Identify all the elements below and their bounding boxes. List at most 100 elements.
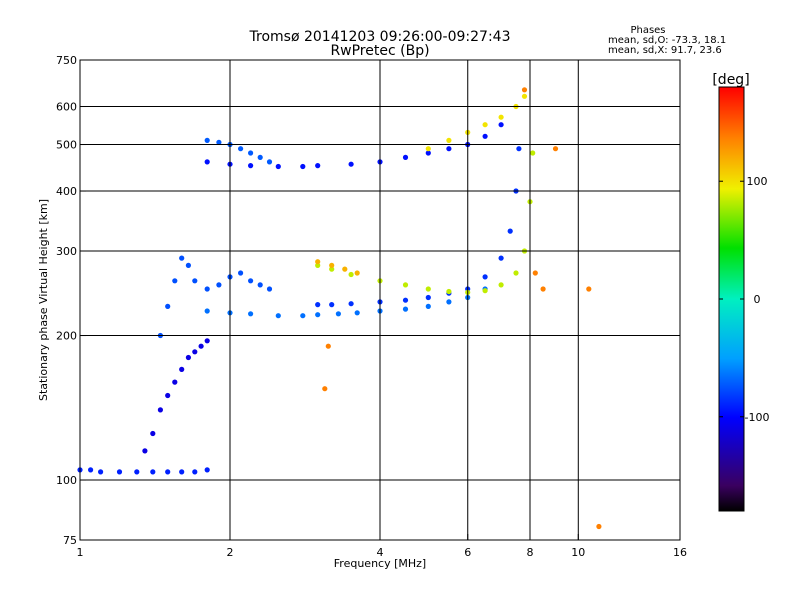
data-point — [348, 161, 354, 167]
data-point — [446, 288, 452, 295]
x-tick-label: 4 — [377, 546, 384, 559]
x-tick-label: 16 — [673, 546, 687, 559]
data-point — [192, 349, 198, 355]
data-point — [596, 523, 602, 530]
data-point — [248, 311, 254, 317]
phases-x-stats: mean, sd,X: 91.7, 23.6 — [608, 45, 722, 56]
data-point — [521, 87, 528, 93]
data-point — [266, 159, 273, 165]
data-point — [498, 122, 504, 128]
data-point — [248, 163, 254, 169]
x-tick-label: 10 — [571, 546, 585, 559]
data-point — [540, 286, 546, 292]
data-point — [482, 274, 488, 280]
data-point — [192, 278, 198, 284]
data-point — [516, 146, 522, 152]
data-point — [425, 146, 431, 152]
data-point — [198, 343, 204, 349]
data-point — [315, 262, 321, 268]
data-point — [482, 133, 488, 139]
data-point — [248, 278, 254, 284]
y-axis-label: Stationary phase Virtual Height [km] — [37, 199, 50, 401]
chart-subtitle: RwPretec (Bp) — [330, 43, 429, 59]
y-ticks-layer: 75 100 200 300 400 500 600 750 — [56, 54, 86, 547]
data-point — [315, 259, 321, 265]
data-point — [446, 146, 452, 152]
y-tick-label: 100 — [56, 474, 77, 487]
data-point — [498, 255, 504, 261]
data-point — [507, 228, 513, 234]
data-point — [142, 448, 148, 454]
data-point — [157, 407, 163, 413]
data-point — [300, 313, 306, 319]
phases-heading: Phases — [630, 25, 665, 36]
data-point — [204, 286, 210, 292]
colorbar-tick-label: -100 — [745, 411, 770, 424]
data-point — [315, 302, 321, 308]
phases-o-stats: mean, sd,O: -73.3, 18.1 — [608, 35, 726, 46]
colorbar — [718, 86, 745, 512]
y-tick-label: 200 — [56, 330, 77, 343]
data-point — [482, 122, 488, 128]
grid-layer — [80, 60, 680, 540]
data-point — [322, 386, 328, 392]
data-point — [402, 306, 409, 312]
y-tick-label: 75 — [63, 534, 77, 547]
data-point — [325, 343, 331, 349]
y-tick-label: 300 — [56, 245, 77, 258]
data-point — [530, 150, 536, 156]
data-point — [552, 146, 559, 152]
data-point — [498, 282, 504, 288]
data-point — [425, 303, 431, 309]
data-point — [216, 282, 222, 288]
data-point — [204, 338, 210, 344]
data-point — [134, 469, 140, 475]
data-point — [498, 114, 504, 120]
data-layer — [77, 87, 602, 530]
data-point — [204, 159, 210, 165]
chart-title: Tromsø 20141203 09:26:00-09:27:43 — [249, 29, 511, 45]
data-point — [275, 163, 281, 170]
x-tick-label: 8 — [527, 546, 534, 559]
data-point — [329, 262, 335, 268]
data-point — [425, 286, 431, 292]
x-tick-label: 2 — [227, 546, 234, 559]
data-point — [275, 313, 281, 319]
y-tick-label: 500 — [56, 139, 77, 152]
data-point — [88, 467, 94, 473]
y-tick-label: 750 — [56, 54, 77, 67]
colorbar-unit-label: [deg] — [712, 72, 749, 88]
data-point — [513, 270, 519, 276]
data-point — [315, 312, 321, 318]
data-point — [165, 303, 171, 309]
data-point — [402, 154, 409, 160]
y-tick-label: 600 — [56, 101, 77, 114]
data-point — [266, 286, 273, 292]
data-point — [354, 310, 360, 316]
data-point — [172, 278, 178, 284]
data-point — [204, 137, 210, 143]
data-point — [172, 379, 178, 385]
y-tick-label: 400 — [56, 185, 77, 198]
data-point — [532, 270, 538, 276]
data-point — [216, 139, 222, 145]
data-point — [150, 469, 156, 475]
data-point — [116, 469, 123, 475]
data-point — [586, 286, 592, 292]
data-point — [257, 154, 263, 160]
data-point — [446, 299, 452, 305]
data-point — [342, 266, 348, 272]
data-point — [150, 430, 156, 437]
data-point — [446, 137, 452, 143]
data-point — [354, 270, 360, 276]
data-point — [238, 146, 244, 152]
data-point — [329, 302, 335, 308]
data-point — [315, 163, 321, 169]
data-point — [257, 282, 263, 288]
data-point — [204, 467, 210, 473]
data-point — [402, 297, 409, 303]
data-point — [329, 266, 335, 272]
data-point — [482, 288, 488, 294]
data-point — [348, 271, 354, 278]
